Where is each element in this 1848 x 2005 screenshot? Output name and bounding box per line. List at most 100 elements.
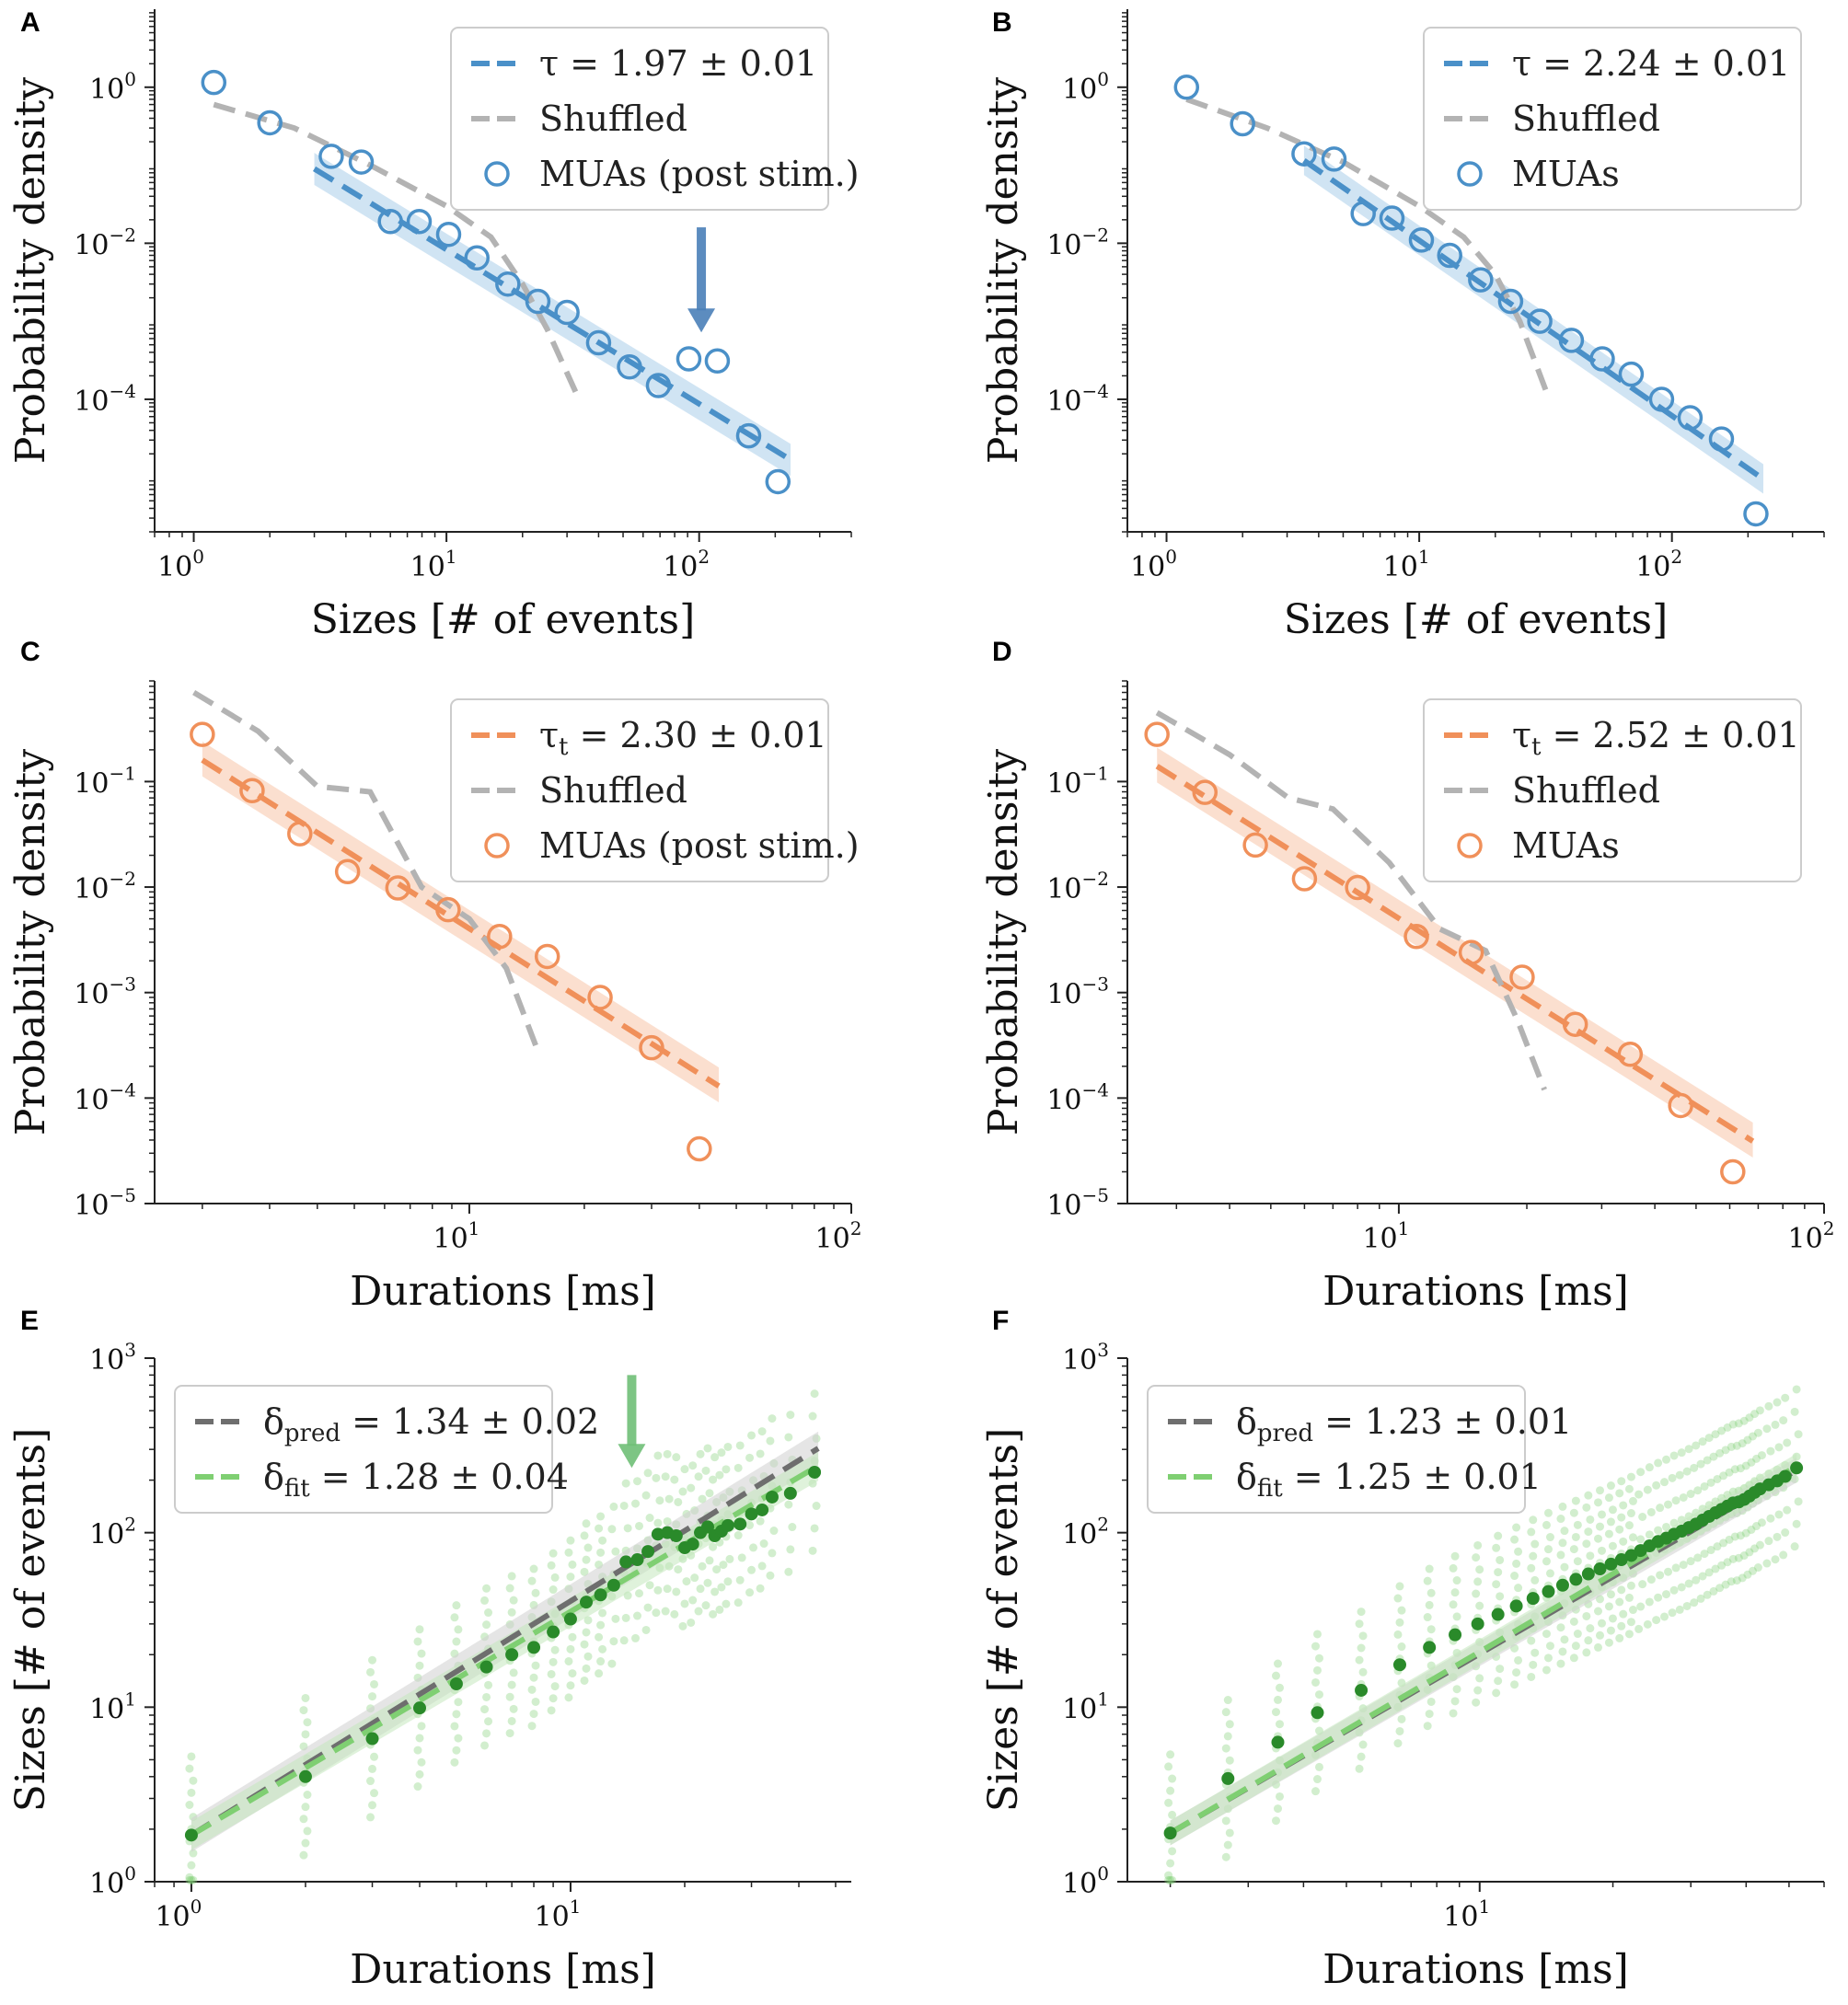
raw-event-point bbox=[1619, 1501, 1628, 1510]
legend-marker bbox=[484, 833, 510, 858]
panel-letter: B bbox=[992, 7, 1012, 38]
raw-event-point bbox=[1645, 1463, 1654, 1472]
raw-event-point bbox=[1393, 1739, 1403, 1748]
mean-size-point bbox=[700, 1520, 714, 1534]
raw-event-point bbox=[507, 1607, 516, 1617]
fit-line bbox=[1155, 764, 1755, 1144]
x-axis-label: Durations [ms] bbox=[350, 1946, 656, 1993]
raw-event-point bbox=[299, 1815, 308, 1824]
raw-event-point bbox=[1624, 1484, 1634, 1493]
raw-event-point bbox=[1752, 1522, 1761, 1531]
raw-event-point bbox=[611, 1547, 620, 1556]
raw-event-point bbox=[566, 1644, 575, 1654]
raw-event-point bbox=[1168, 1875, 1177, 1884]
raw-event-point bbox=[1704, 1434, 1714, 1443]
raw-event-point bbox=[1393, 1630, 1403, 1639]
data-point bbox=[495, 271, 521, 297]
raw-event-point bbox=[1736, 1531, 1745, 1540]
raw-event-point bbox=[1734, 1553, 1743, 1562]
mean-size-point bbox=[745, 1507, 758, 1521]
raw-event-point bbox=[507, 1680, 516, 1689]
raw-event-point bbox=[1168, 1810, 1177, 1819]
legend-label: MUAs bbox=[1512, 154, 1620, 194]
raw-event-point bbox=[1652, 1616, 1661, 1625]
raw-event-point bbox=[1395, 1726, 1404, 1735]
mean-size-point bbox=[527, 1641, 541, 1654]
raw-event-point bbox=[527, 1685, 537, 1694]
raw-event-point bbox=[580, 1531, 589, 1540]
x-tick-label: 102 bbox=[815, 1217, 862, 1255]
raw-event-point bbox=[705, 1489, 714, 1498]
raw-event-point bbox=[1225, 1720, 1234, 1729]
raw-event-point bbox=[788, 1523, 797, 1532]
raw-event-point bbox=[1560, 1527, 1569, 1536]
raw-event-point bbox=[549, 1585, 558, 1595]
raw-event-point bbox=[672, 1453, 681, 1462]
data-point bbox=[765, 468, 791, 495]
y-tick-label: 10−3 bbox=[74, 974, 136, 1011]
raw-event-point bbox=[1779, 1550, 1788, 1560]
data-point bbox=[348, 149, 375, 175]
raw-event-point bbox=[1753, 1428, 1762, 1437]
y-tick-label: 10−2 bbox=[74, 868, 136, 905]
raw-event-point bbox=[301, 1730, 310, 1739]
raw-event-point bbox=[1423, 1576, 1432, 1585]
raw-event-point bbox=[450, 1613, 459, 1622]
raw-event-point bbox=[756, 1449, 765, 1458]
raw-event-point bbox=[1660, 1612, 1669, 1621]
raw-event-point bbox=[607, 1659, 617, 1668]
x-tick-label: 100 bbox=[157, 546, 204, 583]
data-point bbox=[464, 245, 490, 271]
data-point bbox=[639, 1034, 664, 1061]
raw-event-point bbox=[370, 1679, 379, 1688]
raw-event-point bbox=[1166, 1786, 1175, 1795]
raw-event-point bbox=[568, 1669, 577, 1678]
raw-event-point bbox=[609, 1637, 618, 1646]
raw-event-point bbox=[1696, 1594, 1705, 1603]
raw-event-point bbox=[1671, 1496, 1681, 1505]
y-tick-label: 100 bbox=[1062, 68, 1109, 106]
raw-event-point bbox=[1781, 1528, 1790, 1538]
raw-event-point bbox=[595, 1669, 604, 1678]
raw-event-point bbox=[1669, 1451, 1679, 1460]
raw-event-point bbox=[505, 1729, 514, 1738]
raw-event-point bbox=[370, 1789, 379, 1798]
raw-event-point bbox=[568, 1560, 577, 1569]
mean-size-point bbox=[1392, 1658, 1406, 1672]
legend: τ = 1.97 ± 0.01 Shuffled MUAs (post stim.) bbox=[450, 27, 860, 211]
raw-event-point bbox=[1745, 1548, 1754, 1557]
mean-size-point bbox=[479, 1660, 493, 1674]
raw-event-point bbox=[1543, 1654, 1553, 1663]
raw-event-point bbox=[1449, 1563, 1458, 1573]
data-point bbox=[1242, 832, 1268, 858]
raw-event-point bbox=[1764, 1537, 1773, 1546]
raw-event-point bbox=[1606, 1481, 1615, 1491]
raw-event-point bbox=[733, 1598, 743, 1607]
raw-event-point bbox=[1745, 1413, 1754, 1423]
raw-event-point bbox=[1646, 1507, 1656, 1516]
raw-event-point bbox=[368, 1801, 377, 1810]
fit-line bbox=[190, 1446, 820, 1838]
x-tick-label: 101 bbox=[433, 1217, 479, 1255]
mean-size-point bbox=[669, 1529, 683, 1543]
raw-event-point bbox=[1311, 1642, 1320, 1651]
mean-size-point bbox=[1355, 1683, 1369, 1697]
raw-event-point bbox=[1732, 1441, 1741, 1450]
raw-event-point bbox=[766, 1436, 775, 1446]
y-tick-label: 103 bbox=[89, 1339, 136, 1377]
raw-event-point bbox=[1358, 1740, 1368, 1749]
raw-event-point bbox=[1686, 1490, 1695, 1499]
raw-event-point bbox=[1727, 1442, 1736, 1451]
raw-event-point bbox=[1472, 1553, 1481, 1562]
raw-event-point bbox=[1747, 1458, 1756, 1467]
raw-event-point bbox=[1312, 1665, 1322, 1675]
raw-event-point bbox=[1273, 1804, 1282, 1814]
raw-event-point bbox=[619, 1636, 629, 1645]
x-axis-label: Sizes [# of events] bbox=[1284, 596, 1668, 643]
raw-event-point bbox=[1164, 1875, 1173, 1884]
raw-event-point bbox=[1743, 1570, 1752, 1579]
raw-event-point bbox=[1273, 1659, 1282, 1668]
y-tick-label: 10−5 bbox=[1046, 1184, 1109, 1222]
raw-event-point bbox=[768, 1549, 777, 1558]
raw-event-point bbox=[1783, 1505, 1792, 1515]
